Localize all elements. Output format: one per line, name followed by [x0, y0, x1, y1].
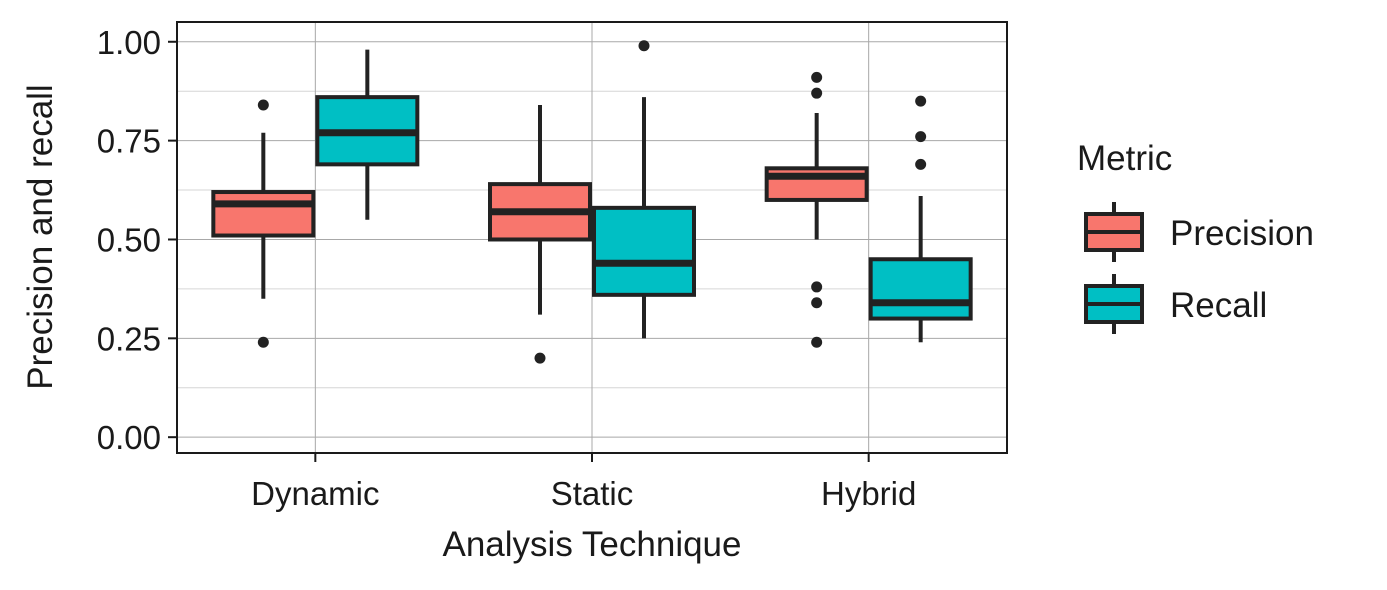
y-tick-label: 0.50	[97, 221, 161, 258]
outlier-point	[811, 87, 823, 99]
outlier-point	[915, 131, 927, 143]
x-tick-label: Hybrid	[821, 475, 916, 512]
box-recall-hybrid	[868, 95, 973, 343]
y-axis: 0.00 0.25 0.50 0.75 1.00	[97, 24, 177, 456]
box-iqr	[592, 205, 696, 297]
box-recall-static	[592, 40, 696, 339]
outlier-point	[257, 336, 269, 348]
box-iqr	[868, 257, 973, 321]
legend-item-precision: Precision	[1084, 202, 1314, 262]
outlier-point	[811, 281, 823, 293]
legend-label: Recall	[1170, 286, 1267, 325]
y-tick-label: 0.75	[97, 123, 161, 160]
outlier-point	[534, 352, 546, 364]
y-axis-title: Precision and recall	[21, 84, 60, 389]
box-iqr	[211, 190, 316, 238]
box-recall-dynamic	[315, 49, 420, 220]
x-axis: Dynamic Static Hybrid	[251, 453, 916, 512]
y-tick-label: 0.25	[97, 320, 161, 357]
box-precision-hybrid	[764, 71, 869, 348]
legend: Metric Precision Recall	[1077, 139, 1314, 334]
outlier-point	[915, 95, 927, 107]
legend-item-recall: Recall	[1084, 274, 1267, 334]
box-precision-static	[488, 105, 592, 364]
outlier-point	[811, 336, 823, 348]
y-tick-label: 0.00	[97, 419, 161, 456]
x-tick-label: Static	[551, 475, 634, 512]
x-axis-title: Analysis Technique	[443, 525, 742, 564]
outlier-point	[811, 297, 823, 309]
outlier-point	[811, 71, 823, 83]
x-tick-label: Dynamic	[251, 475, 379, 512]
outlier-point	[257, 99, 269, 111]
legend-label: Precision	[1170, 214, 1314, 253]
legend-title: Metric	[1077, 139, 1172, 178]
outlier-point	[915, 158, 927, 170]
box-series	[211, 40, 973, 364]
box-precision-dynamic	[211, 99, 316, 348]
outlier-point	[638, 40, 650, 52]
y-tick-label: 1.00	[97, 24, 161, 61]
